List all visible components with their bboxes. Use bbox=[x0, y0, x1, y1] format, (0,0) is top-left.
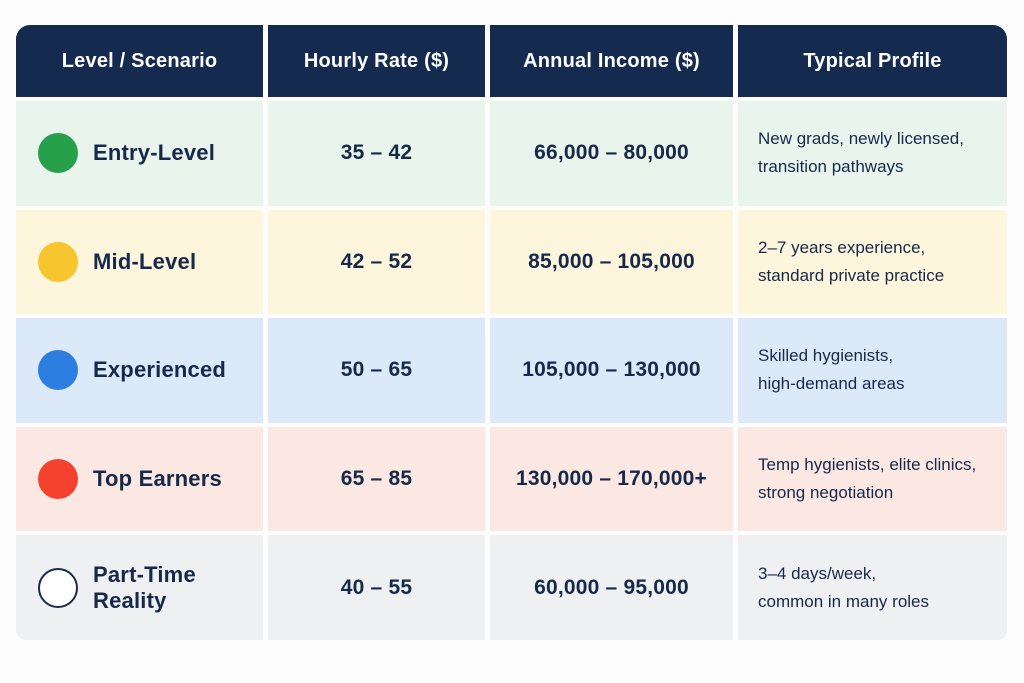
hourly-rate-value: 40 – 55 bbox=[268, 535, 485, 640]
column-header-annual-income: Annual Income ($) bbox=[490, 25, 733, 97]
profile-line: transition pathways bbox=[758, 157, 904, 177]
green-dot-icon bbox=[38, 133, 78, 174]
column-header-hourly-rate: Hourly Rate ($) bbox=[268, 25, 485, 97]
typical-profile-text: 2–7 years experience, standard private p… bbox=[738, 209, 1007, 315]
level-label: Top Earners bbox=[93, 466, 222, 492]
level-label: Mid-Level bbox=[93, 248, 197, 274]
profile-line: New grads, newly licensed, bbox=[758, 129, 964, 149]
typical-profile-text: 3–4 days/week, common in many roles bbox=[738, 535, 1007, 640]
yellow-dot-icon bbox=[38, 241, 78, 282]
profile-line: standard private practice bbox=[758, 265, 945, 285]
level-label: Entry-Level bbox=[93, 140, 216, 166]
white-dot-icon bbox=[38, 567, 78, 608]
table-row-top-earners-cell: Top Earners bbox=[16, 426, 263, 532]
column-header-level-scenario: Level / Scenario bbox=[16, 25, 263, 97]
hourly-rate-value: 50 – 65 bbox=[268, 318, 485, 423]
column-header-typical-profile: Typical Profile bbox=[738, 25, 1007, 97]
typical-profile-text: Skilled hygienists, high-demand areas bbox=[738, 318, 1007, 423]
annual-income-value: 60,000 – 95,000 bbox=[490, 535, 733, 640]
level-label: Part-Time Reality bbox=[93, 561, 196, 613]
profile-line: 3–4 days/week, bbox=[758, 563, 877, 583]
annual-income-value: 130,000 – 170,000+ bbox=[490, 426, 733, 532]
typical-profile-text: New grads, newly licensed, transition pa… bbox=[738, 101, 1007, 206]
hourly-rate-value: 35 – 42 bbox=[268, 101, 485, 206]
profile-line: Temp hygienists, elite clinics, bbox=[758, 455, 977, 475]
table-row-mid-level-cell: Mid-Level bbox=[16, 209, 263, 315]
blue-dot-icon bbox=[38, 350, 78, 391]
table-row-entry-level-cell: Entry-Level bbox=[16, 101, 263, 206]
salary-table: Level / Scenario Hourly Rate ($) Annual … bbox=[16, 25, 1007, 640]
annual-income-value: 85,000 – 105,000 bbox=[490, 209, 733, 315]
annual-income-value: 66,000 – 80,000 bbox=[490, 101, 733, 206]
level-label: Experienced bbox=[93, 357, 227, 383]
table-row-experienced-cell: Experienced bbox=[16, 318, 263, 423]
profile-line: high-demand areas bbox=[758, 374, 905, 394]
annual-income-value: 105,000 – 130,000 bbox=[490, 318, 733, 423]
profile-line: common in many roles bbox=[758, 591, 930, 611]
profile-line: strong negotiation bbox=[758, 483, 894, 503]
typical-profile-text: Temp hygienists, elite clinics, strong n… bbox=[738, 426, 1007, 532]
table-row-part-time-cell: Part-Time Reality bbox=[16, 535, 263, 640]
hourly-rate-value: 65 – 85 bbox=[268, 426, 485, 532]
red-dot-icon bbox=[38, 459, 78, 500]
profile-line: 2–7 years experience, bbox=[758, 237, 926, 257]
profile-line: Skilled hygienists, bbox=[758, 346, 894, 366]
hourly-rate-value: 42 – 52 bbox=[268, 209, 485, 315]
